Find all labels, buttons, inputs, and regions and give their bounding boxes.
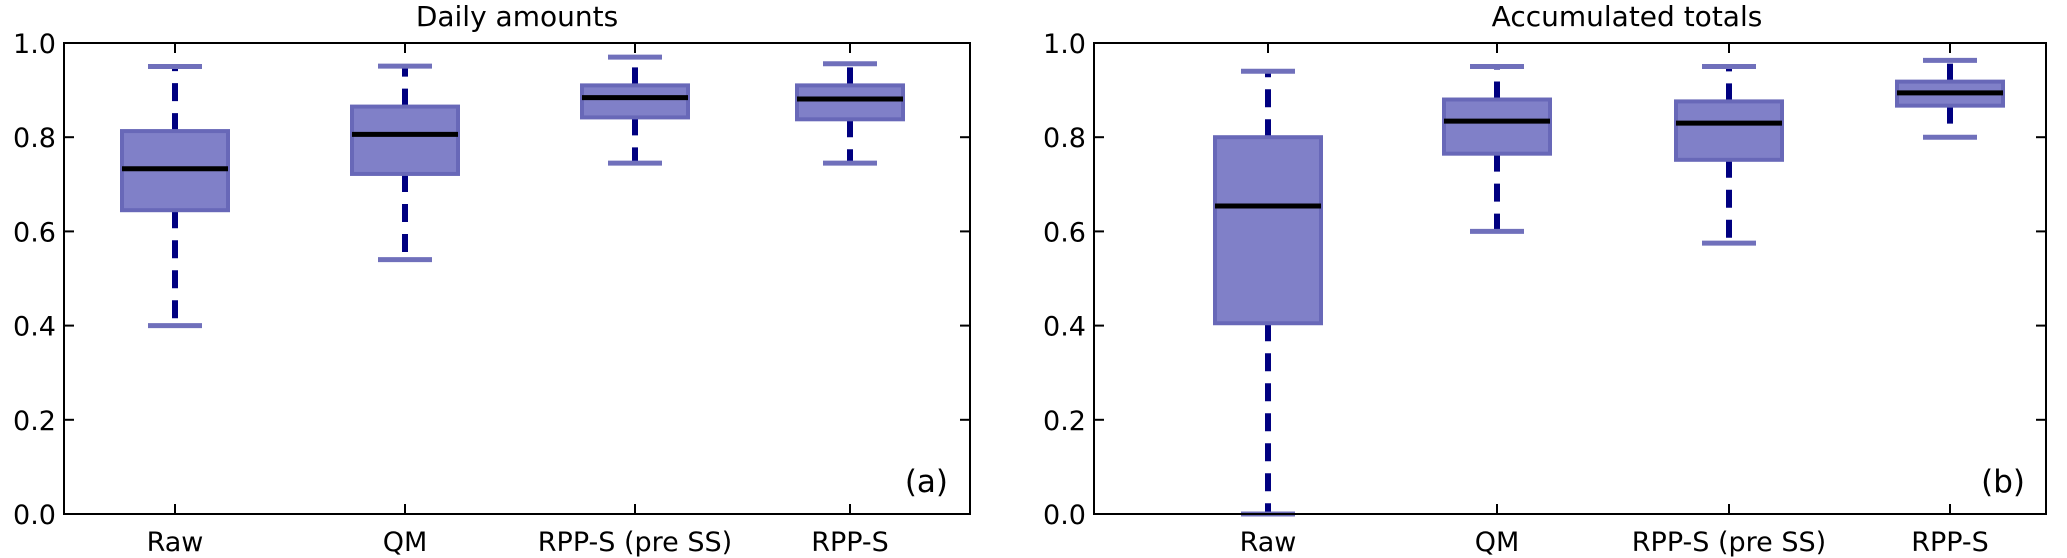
panel-label: (a) xyxy=(905,464,948,500)
y-tick-label: 0.6 xyxy=(13,217,56,248)
y-tick-label: 0.4 xyxy=(13,312,56,343)
chart-title: Daily amounts xyxy=(416,0,618,33)
y-tick-label: 0.2 xyxy=(1043,406,1086,437)
x-axis: Raw QM RPP-S (pre SS) RPP-S xyxy=(147,43,889,558)
panel-label: (b) xyxy=(1981,464,2025,500)
panel-accumulated-totals: Accumulated totals 0.0 0.2 0.4 0.6 0.8 1.0 Ra… xyxy=(1043,0,2047,558)
y-tick-label: 0.8 xyxy=(13,123,56,154)
y-tick-label: 0.4 xyxy=(1043,312,1086,343)
x-tick-label: RPP-S (pre SS) xyxy=(1632,527,1826,558)
x-axis: Raw QM RPP-S (pre SS) RPP-S xyxy=(1240,43,1989,558)
y-tick-label: 0.6 xyxy=(1043,217,1086,248)
plot-frame xyxy=(1093,42,2047,515)
box xyxy=(795,83,905,122)
x-tick-label: RPP-S xyxy=(1911,527,1989,558)
x-tick-label: QM xyxy=(383,527,428,558)
y-tick-label: 0.2 xyxy=(13,406,56,437)
x-tick-label: RPP-S (pre SS) xyxy=(538,527,732,558)
y-tick-label: 0.8 xyxy=(1043,123,1086,154)
x-tick-label: RPP-S xyxy=(811,527,889,558)
box-group xyxy=(1213,57,2005,517)
plot-frame xyxy=(63,42,971,515)
box xyxy=(580,83,690,120)
y-tick-label: 1.0 xyxy=(1043,29,1086,60)
box-group xyxy=(120,54,905,329)
y-tick-label: 0.0 xyxy=(13,500,56,531)
box xyxy=(1442,97,1552,156)
chart-title: Accumulated totals xyxy=(1492,0,1763,33)
panel-daily-amounts: Daily amounts 0.0 0.2 0.4 0.6 0.8 1.0 Raw QM RP… xyxy=(13,0,971,558)
y-tick-label: 0.0 xyxy=(1043,500,1086,531)
y-tick-label: 1.0 xyxy=(13,29,56,60)
x-tick-label: Raw xyxy=(1240,527,1297,558)
box xyxy=(350,104,460,176)
y-axis: 0.0 0.2 0.4 0.6 0.8 1.0 xyxy=(1043,29,2046,531)
x-tick-label: QM xyxy=(1475,527,1520,558)
box xyxy=(1213,135,1323,326)
x-tick-label: Raw xyxy=(147,527,204,558)
box xyxy=(1674,99,1784,162)
y-axis: 0.0 0.2 0.4 0.6 0.8 1.0 xyxy=(13,29,970,531)
